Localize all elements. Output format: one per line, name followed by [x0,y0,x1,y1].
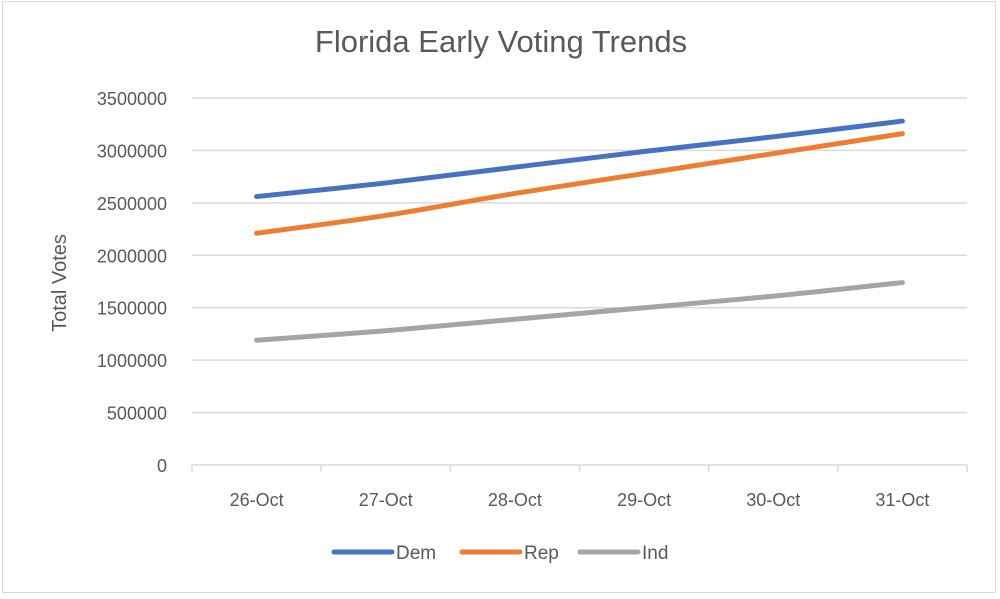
series-line-dem [254,118,905,200]
y-tick-label: 3000000 [97,141,167,161]
y-tick-label: 3500000 [97,89,167,109]
x-axis: 26-Oct 27-Oct 28-Oct 29-Oct 30-Oct 31-Oct [191,464,968,510]
line-chart: Florida Early Voting Trends 0 500000 10000… [49,24,968,564]
legend-label-dem: Dem [396,543,436,564]
y-axis-tick-labels: 0 500000 1000000 1500000 2000000 2500000 30000… [97,89,167,476]
series-lines [254,118,905,343]
y-tick-label: 1000000 [97,351,167,371]
y-tick-label: 0 [157,456,167,476]
y-tick-label: 500000 [107,404,167,424]
x-tick-label: 30-Oct [746,490,800,510]
series-line-ind [254,280,905,343]
legend-label-rep: Rep [524,543,559,564]
x-tick-label: 29-Oct [617,490,671,510]
y-tick-label: 1500000 [97,299,167,319]
y-axis-title: Total Votes [49,234,71,332]
y-tick-label: 2500000 [97,194,167,214]
series-line-rep [254,131,905,236]
legend: Dem Rep Ind [331,543,668,564]
x-tick-label: 28-Oct [488,490,542,510]
x-tick-label: 26-Oct [230,490,284,510]
legend-label-ind: Ind [642,543,668,564]
x-tick-label: 31-Oct [875,490,929,510]
gridlines [192,97,967,414]
y-tick-label: 2000000 [97,246,167,266]
chart-title: Florida Early Voting Trends [315,24,687,59]
x-tick-label: 27-Oct [359,490,413,510]
